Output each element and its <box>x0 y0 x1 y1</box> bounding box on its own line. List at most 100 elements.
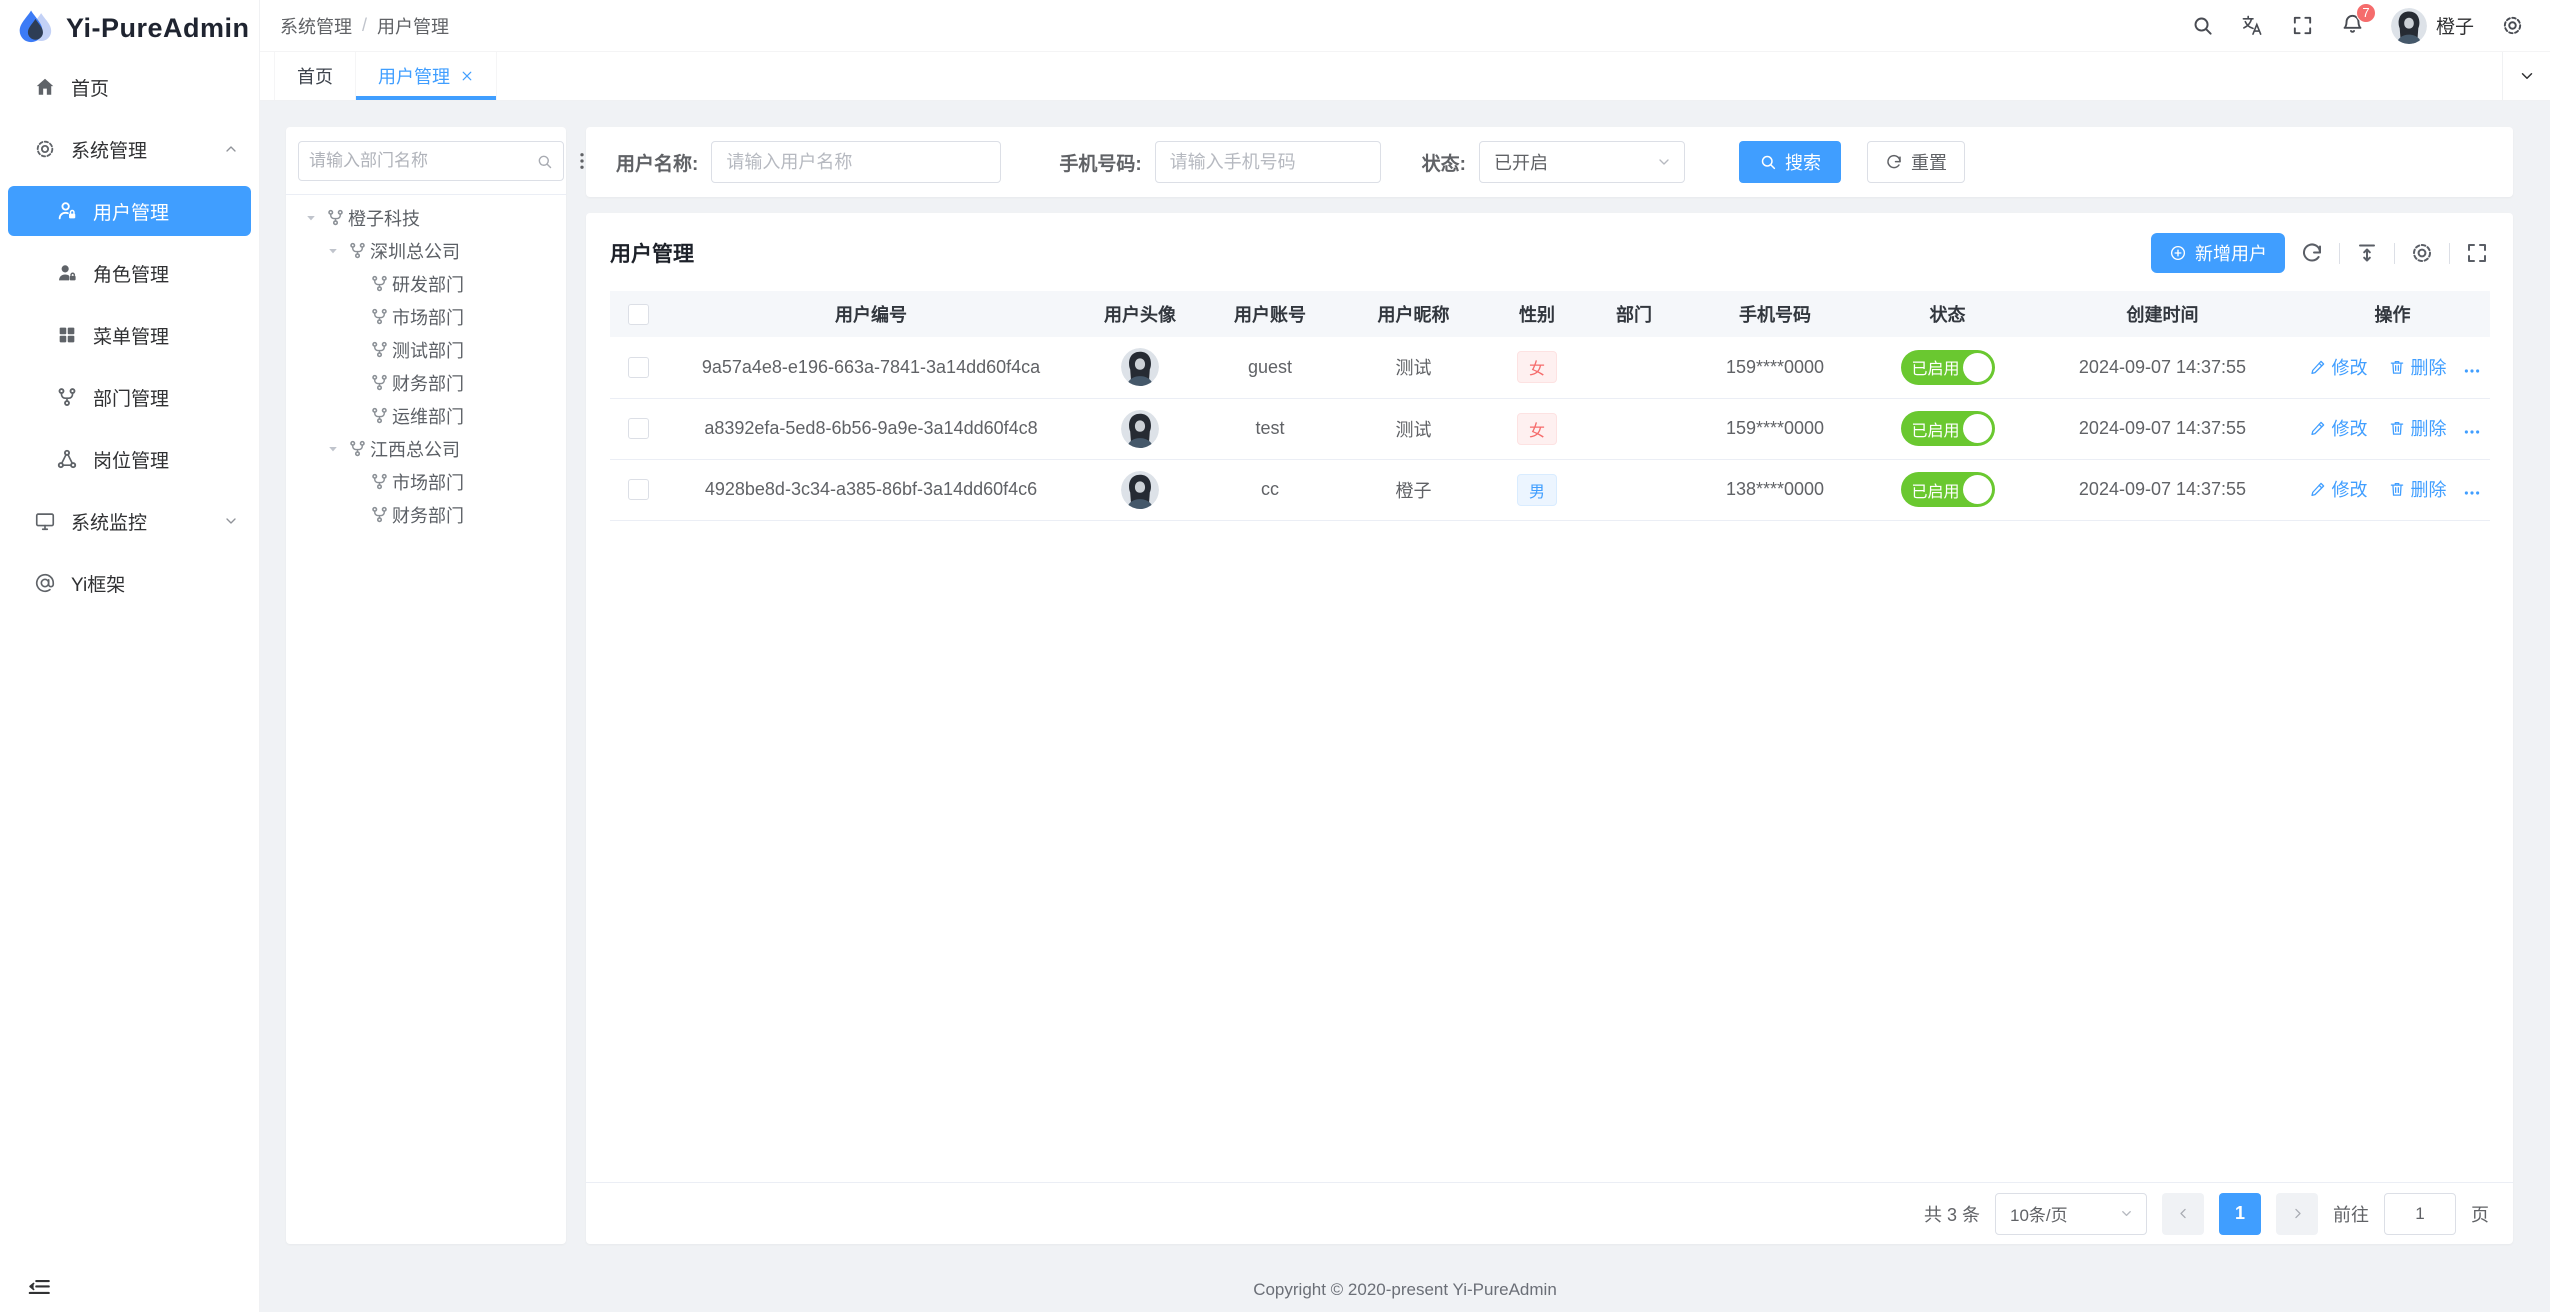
prev-page-button[interactable] <box>2162 1192 2204 1235</box>
row-checkbox-cell <box>610 337 666 399</box>
tree-node[interactable]: 市场部门 <box>296 465 556 498</box>
tree-node[interactable]: 深圳总公司 <box>296 234 556 267</box>
gender-cell: 男 <box>1491 459 1583 521</box>
breadcrumb-item[interactable]: 系统管理 <box>280 16 352 37</box>
row-checkbox-cell <box>610 398 666 460</box>
sidebar-item-inner[interactable]: 用户管理 <box>8 186 251 236</box>
status-toggle-label: 已启用 <box>1911 483 1960 501</box>
sidebar-collapse-icon[interactable] <box>26 1274 52 1300</box>
tab-label: 用户管理 <box>378 67 450 87</box>
sidebar-item-首页[interactable]: 首页 <box>0 56 259 118</box>
status-filter-select[interactable]: 已开启 <box>1478 141 1685 183</box>
more-actions-icon[interactable] <box>2463 362 2487 380</box>
logo-row[interactable]: Yi-PureAdmin <box>0 0 259 56</box>
dept-icon <box>348 241 367 260</box>
density-icon[interactable] <box>2355 241 2379 265</box>
status-toggle[interactable]: 已启用 <box>1900 472 1995 507</box>
tree-node[interactable]: 橙子科技 <box>296 201 556 234</box>
fullscreen-icon[interactable] <box>2291 14 2314 37</box>
sidebar-item-系统管理[interactable]: 系统管理 <box>0 118 259 180</box>
footer: Copyright © 2020-present Yi-PureAdmin <box>260 1268 2550 1312</box>
header-checkbox-cell <box>610 291 666 337</box>
chevron-down-icon <box>2119 1206 2134 1221</box>
goto-page-input[interactable] <box>2384 1192 2456 1235</box>
gender-tag: 男 <box>1517 473 1557 506</box>
department-search-input[interactable] <box>309 151 530 171</box>
search-button[interactable]: 搜索 <box>1738 141 1841 183</box>
tree-node[interactable]: 研发部门 <box>296 267 556 300</box>
tree-node[interactable]: 运维部门 <box>296 399 556 432</box>
edit-link[interactable]: 修改 <box>2309 415 2368 441</box>
refresh-icon <box>1885 153 1903 171</box>
translate-icon[interactable] <box>2241 14 2264 37</box>
settings-gear-icon[interactable] <box>2501 14 2524 37</box>
tab-options-button[interactable] <box>2502 52 2550 100</box>
status-toggle[interactable]: 已启用 <box>1900 349 1995 385</box>
sidebar-item-inner[interactable]: 部门管理 <box>8 372 251 422</box>
tab-close-icon[interactable] <box>460 69 474 83</box>
search-icon[interactable] <box>2191 14 2214 37</box>
caret-down-icon[interactable] <box>304 211 326 225</box>
user-avatar-cell <box>1076 398 1204 460</box>
search-icon <box>1759 153 1777 171</box>
caret-down-icon[interactable] <box>326 442 348 456</box>
sidebar-item-inner[interactable]: 系统监控 <box>8 496 251 546</box>
user-account-cell: guest <box>1204 337 1336 399</box>
select-all-checkbox[interactable] <box>627 303 649 325</box>
tree-node[interactable]: 江西总公司 <box>296 432 556 465</box>
edit-link[interactable]: 修改 <box>2309 476 2368 502</box>
status-toggle[interactable]: 已启用 <box>1900 411 1995 446</box>
reset-button[interactable]: 重置 <box>1866 141 1965 183</box>
sidebar-item-部门管理[interactable]: 部门管理 <box>0 366 259 428</box>
sidebar-item-系统监控[interactable]: 系统监控 <box>0 490 259 552</box>
edit-link[interactable]: 修改 <box>2309 354 2368 380</box>
table-row: a8392efa-5ed8-6b56-9a9e-3a14dd60f4c8 test… <box>610 398 2490 460</box>
sidebar-item-inner[interactable]: 系统管理 <box>8 124 251 174</box>
page-number-button[interactable]: 1 <box>2219 1192 2261 1235</box>
delete-link[interactable]: 删除 <box>2388 476 2447 502</box>
sidebar-item-inner[interactable]: 菜单管理 <box>8 310 251 360</box>
user-nickname-cell: 橙子 <box>1336 459 1491 521</box>
phone-filter-input[interactable] <box>1154 141 1381 183</box>
sidebar-item-inner[interactable]: 岗位管理 <box>8 434 251 484</box>
sidebar-item-label: 菜单管理 <box>93 326 170 348</box>
add-user-button[interactable]: 新增用户 <box>2151 233 2285 273</box>
sidebar-item-角色管理[interactable]: 角色管理 <box>0 242 259 304</box>
delete-link[interactable]: 删除 <box>2388 354 2447 380</box>
home-icon <box>34 76 56 98</box>
column-header: 用户编号 <box>666 291 1076 337</box>
tree-more-icon[interactable] <box>572 150 592 172</box>
department-search-field[interactable] <box>298 141 564 181</box>
page-size-select[interactable]: 10条/页 <box>1995 1192 2147 1235</box>
sidebar-item-菜单管理[interactable]: 菜单管理 <box>0 304 259 366</box>
more-actions-icon[interactable] <box>2463 484 2487 502</box>
sidebar-item-用户管理[interactable]: 用户管理 <box>0 180 259 242</box>
tree-node[interactable]: 市场部门 <box>296 300 556 333</box>
sidebar-item-inner[interactable]: 首页 <box>8 62 251 112</box>
row-checkbox[interactable] <box>627 479 649 501</box>
chevron-down-icon <box>1656 154 1672 170</box>
sidebar-item-inner[interactable]: Yi框架 <box>8 558 251 608</box>
expand-icon[interactable] <box>2465 241 2489 265</box>
notifications-button[interactable]: 7 <box>2341 2 2376 40</box>
sidebar-item-inner[interactable]: 角色管理 <box>8 248 251 298</box>
post-icon <box>56 448 78 470</box>
caret-down-icon[interactable] <box>326 244 348 258</box>
sidebar-item-岗位管理[interactable]: 岗位管理 <box>0 428 259 490</box>
next-page-button[interactable] <box>2276 1192 2318 1235</box>
sidebar-item-Yi框架[interactable]: Yi框架 <box>0 552 259 614</box>
trash-icon <box>2388 480 2406 498</box>
tree-node[interactable]: 财务部门 <box>296 498 556 531</box>
delete-link[interactable]: 删除 <box>2388 415 2447 441</box>
tree-node[interactable]: 财务部门 <box>296 366 556 399</box>
tree-node[interactable]: 测试部门 <box>296 333 556 366</box>
more-actions-icon[interactable] <box>2463 423 2487 441</box>
tab-home[interactable]: 首页 <box>274 52 356 100</box>
user-menu[interactable]: 橙子 <box>2390 7 2474 44</box>
row-checkbox[interactable] <box>627 418 649 440</box>
refresh-icon[interactable] <box>2300 241 2324 265</box>
row-checkbox[interactable] <box>627 357 649 379</box>
column-settings-icon[interactable] <box>2410 241 2434 265</box>
tab-user-management[interactable]: 用户管理 <box>356 52 497 100</box>
name-filter-input[interactable] <box>711 141 1002 183</box>
